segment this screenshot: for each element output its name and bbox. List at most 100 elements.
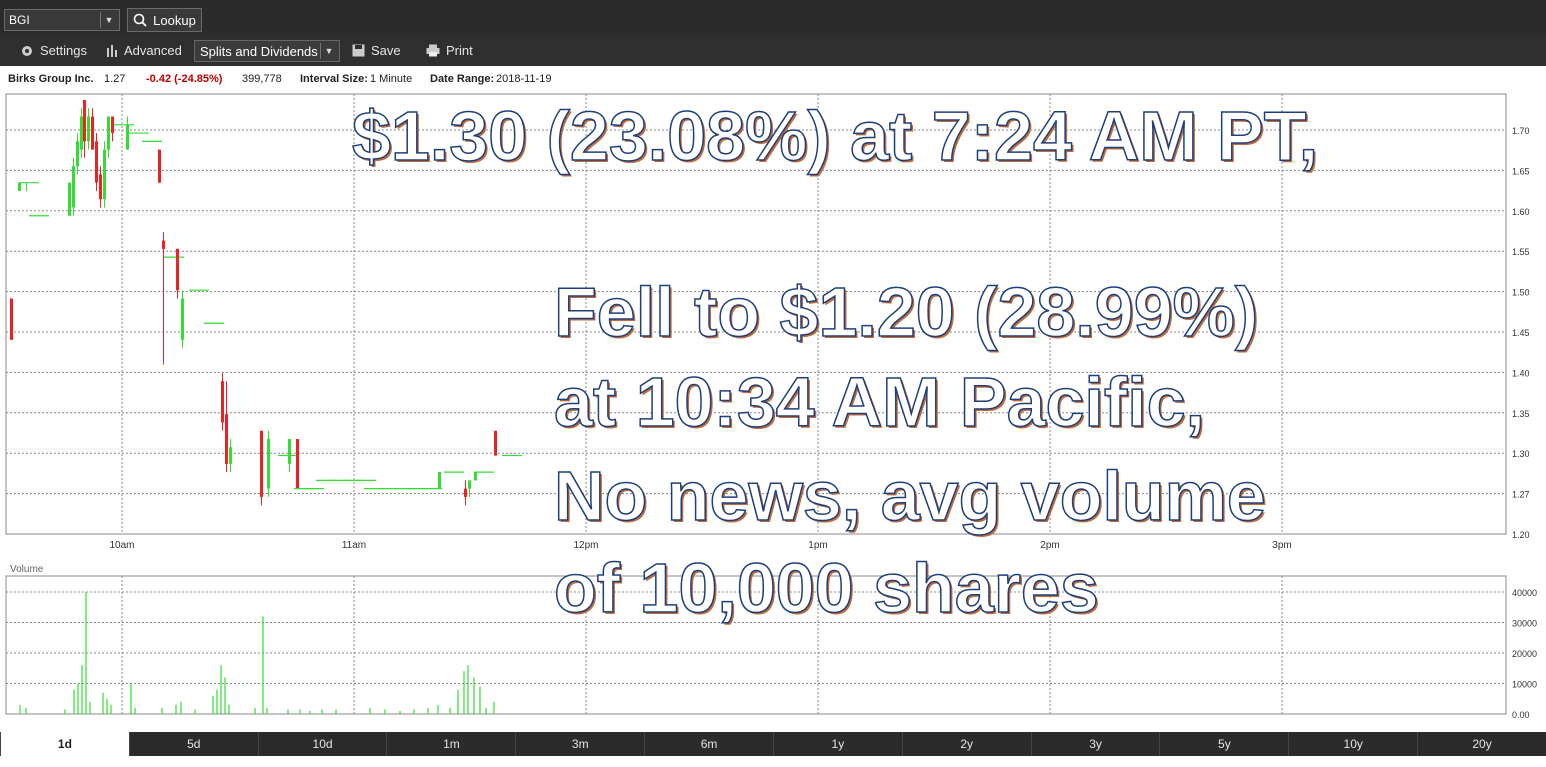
interval-value: 1 Minute bbox=[370, 73, 413, 85]
candle-body bbox=[162, 240, 165, 249]
overlay-line-5: of 10,000 shares bbox=[553, 548, 1099, 628]
price-tick-label: 1.20 bbox=[1512, 530, 1530, 540]
overlay-line-1: $1.30 (23.08%) at 7:24 AM PT, bbox=[351, 96, 1319, 176]
search-icon bbox=[133, 13, 147, 27]
volume-tick-label: 20000 bbox=[1512, 649, 1537, 659]
volume-panel-frame bbox=[5, 575, 1507, 715]
time-tick-label: 2pm bbox=[1040, 540, 1059, 551]
price-tick-label: 1.55 bbox=[1512, 247, 1530, 257]
gear-icon bbox=[22, 45, 32, 56]
chevron-down-icon[interactable]: ▼ bbox=[100, 12, 117, 28]
candle-body bbox=[267, 439, 270, 489]
print-icon bbox=[426, 44, 440, 57]
candle-body bbox=[229, 447, 232, 464]
settings-button[interactable]: Settings bbox=[20, 43, 87, 58]
price-tick-label: 1.60 bbox=[1512, 207, 1530, 217]
period-5d[interactable]: 5d bbox=[128, 732, 258, 756]
time-tick-label: 11am bbox=[342, 540, 366, 551]
time-tick-label: 3pm bbox=[1272, 540, 1291, 551]
candle-body bbox=[158, 149, 161, 183]
chevron-down-icon[interactable]: ▼ bbox=[320, 43, 337, 59]
candle-body bbox=[87, 116, 90, 142]
period-5y[interactable]: 5y bbox=[1159, 732, 1288, 756]
chart-toolbar: Settings Advanced Splits and Dividends ▼… bbox=[0, 36, 1546, 66]
overlay-line-3: at 10:34 AM Pacific, bbox=[553, 362, 1206, 442]
period-1y[interactable]: 1y bbox=[772, 732, 902, 756]
overlay-line-4: No news, avg volume bbox=[553, 456, 1266, 536]
last-price: 1.27 bbox=[104, 73, 126, 85]
candle-body bbox=[83, 100, 86, 142]
price-change: -0.42 (-24.85%) bbox=[146, 73, 223, 85]
candle-body bbox=[80, 116, 83, 150]
save-label: Save bbox=[371, 43, 401, 58]
splits-label: Splits and Dividends bbox=[200, 43, 318, 59]
time-tick-label: 10am bbox=[109, 540, 134, 551]
price-tick-label: 1.70 bbox=[1512, 126, 1530, 136]
advanced-label: Advanced bbox=[124, 43, 182, 58]
period-10d[interactable]: 10d bbox=[257, 732, 387, 756]
period-20y[interactable]: 20y bbox=[1417, 732, 1546, 756]
candle-body bbox=[176, 248, 179, 291]
time-tick-label: 1pm bbox=[808, 540, 827, 551]
period-6m[interactable]: 6m bbox=[644, 732, 773, 756]
top-toolbar: BGI ▼ Lookup bbox=[0, 0, 1546, 36]
volume-panel: 40000 30000 20000 10000 0.00 bbox=[5, 575, 1537, 720]
lookup-button[interactable]: Lookup bbox=[127, 8, 202, 32]
symbol-value: BGI bbox=[9, 13, 30, 27]
candle-body bbox=[103, 149, 106, 200]
price-tick-label: 1.40 bbox=[1512, 368, 1530, 378]
save-button[interactable]: Save bbox=[352, 43, 401, 58]
candle-body bbox=[91, 116, 94, 150]
quote-info-bar: Birks Group Inc. 1.27 -0.42 (-24.85%) 39… bbox=[0, 68, 1546, 90]
volume-panel-label: Volume bbox=[10, 564, 44, 575]
print-button[interactable]: Print bbox=[426, 43, 473, 58]
period-3m[interactable]: 3m bbox=[515, 732, 644, 756]
candle-body bbox=[107, 116, 110, 150]
advanced-button[interactable]: Advanced bbox=[106, 43, 182, 58]
save-icon bbox=[352, 44, 365, 57]
volume-value: 399,778 bbox=[242, 73, 282, 85]
price-tick-label: 1.27 bbox=[1512, 490, 1530, 500]
price-panel-frame bbox=[5, 93, 1507, 535]
candle-body bbox=[494, 430, 497, 456]
period-3y[interactable]: 3y bbox=[1030, 732, 1160, 756]
candle-body bbox=[10, 298, 13, 340]
settings-label: Settings bbox=[40, 43, 87, 58]
candle-body bbox=[95, 141, 98, 183]
candle-body bbox=[126, 124, 129, 150]
candle-body bbox=[221, 381, 224, 423]
candle-body bbox=[72, 166, 75, 208]
candle-body bbox=[464, 488, 467, 497]
interval-label: Interval Size: bbox=[300, 73, 368, 85]
print-label: Print bbox=[446, 43, 473, 58]
candle-body bbox=[474, 472, 477, 481]
volume-tick-label: 10000 bbox=[1512, 680, 1537, 690]
volume-tick-label: 0.00 bbox=[1512, 710, 1530, 720]
period-10y[interactable]: 10y bbox=[1288, 732, 1417, 756]
price-tick-label: 1.45 bbox=[1512, 328, 1530, 338]
period-1d[interactable]: 1d bbox=[0, 732, 129, 756]
price-tick-label: 1.35 bbox=[1512, 409, 1530, 419]
time-tick-label: 12pm bbox=[573, 540, 598, 551]
date-range-value: 2018-11-19 bbox=[496, 73, 552, 85]
candle-body bbox=[260, 430, 263, 497]
candle-body bbox=[296, 439, 299, 489]
candle-body bbox=[68, 182, 71, 216]
volume-tick-label: 40000 bbox=[1512, 588, 1537, 598]
period-selector: 1d 5d 10d 1m 3m 6m 1y 2y 3y 5y 10y 20y bbox=[0, 732, 1546, 756]
lookup-label: Lookup bbox=[153, 12, 196, 28]
price-panel: 1.70 1.65 1.60 1.55 1.50 1.45 1.40 1.35 1.30 1.27… bbox=[5, 93, 1530, 551]
price-tick-label: 1.30 bbox=[1512, 449, 1530, 459]
symbol-select[interactable]: BGI ▼ bbox=[4, 9, 120, 31]
period-1m[interactable]: 1m bbox=[386, 732, 515, 756]
price-volume-chart[interactable]: 1.70 1.65 1.60 1.55 1.50 1.45 1.40 1.35 1.30 1.27… bbox=[0, 90, 1546, 730]
candle-body bbox=[288, 439, 291, 464]
volume-tick-label: 30000 bbox=[1512, 619, 1537, 629]
overlay-line-2: Fell to $1.20 (28.99%) bbox=[553, 272, 1259, 352]
candle-body bbox=[99, 174, 102, 200]
splits-dividends-select[interactable]: Splits and Dividends ▼ bbox=[194, 40, 340, 62]
period-2y[interactable]: 2y bbox=[901, 732, 1031, 756]
candle-body bbox=[111, 116, 114, 134]
price-tick-label: 1.50 bbox=[1512, 288, 1530, 298]
candle-body bbox=[468, 480, 471, 489]
